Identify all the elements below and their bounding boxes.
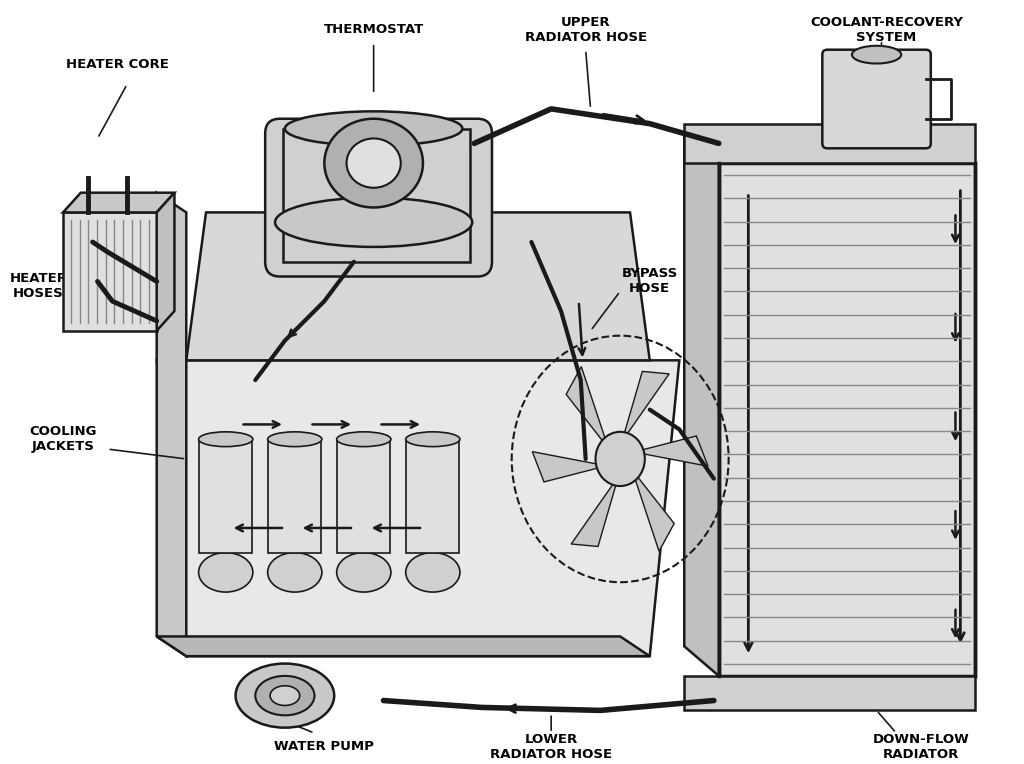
Ellipse shape	[199, 552, 253, 592]
Polygon shape	[719, 163, 975, 676]
Polygon shape	[157, 361, 679, 656]
Polygon shape	[283, 128, 470, 262]
Polygon shape	[268, 439, 322, 552]
Polygon shape	[186, 212, 650, 361]
Ellipse shape	[270, 686, 300, 705]
Text: COOLING
JACKETS: COOLING JACKETS	[30, 426, 97, 453]
Polygon shape	[684, 134, 719, 676]
Ellipse shape	[267, 552, 322, 592]
Polygon shape	[63, 193, 174, 212]
Polygon shape	[632, 470, 674, 552]
Polygon shape	[622, 371, 669, 442]
Ellipse shape	[267, 432, 322, 447]
Text: WATER PUMP: WATER PUMP	[274, 740, 375, 753]
Polygon shape	[157, 636, 650, 656]
Polygon shape	[407, 439, 460, 552]
FancyBboxPatch shape	[265, 118, 492, 277]
FancyBboxPatch shape	[822, 50, 931, 148]
Ellipse shape	[596, 432, 645, 486]
Text: HEATER CORE: HEATER CORE	[66, 58, 169, 71]
Polygon shape	[157, 193, 186, 656]
Polygon shape	[337, 439, 390, 552]
Polygon shape	[566, 367, 608, 448]
Ellipse shape	[406, 552, 460, 592]
Ellipse shape	[285, 112, 463, 146]
Ellipse shape	[406, 432, 460, 447]
Ellipse shape	[275, 198, 472, 247]
Ellipse shape	[236, 664, 334, 727]
Text: LOWER
RADIATOR HOSE: LOWER RADIATOR HOSE	[490, 733, 612, 761]
Polygon shape	[684, 124, 975, 163]
Text: BYPASS
HOSE: BYPASS HOSE	[622, 267, 678, 296]
Ellipse shape	[346, 138, 400, 188]
Ellipse shape	[255, 676, 314, 715]
Polygon shape	[199, 439, 252, 552]
Polygon shape	[571, 477, 618, 546]
Ellipse shape	[337, 552, 391, 592]
Polygon shape	[684, 676, 975, 711]
Polygon shape	[63, 212, 157, 331]
Polygon shape	[157, 193, 174, 331]
Polygon shape	[634, 436, 708, 466]
Text: THERMOSTAT: THERMOSTAT	[324, 24, 424, 37]
Ellipse shape	[852, 46, 901, 63]
Text: DOWN-FLOW
RADIATOR: DOWN-FLOW RADIATOR	[872, 733, 970, 761]
Text: UPPER
RADIATOR HOSE: UPPER RADIATOR HOSE	[524, 16, 647, 44]
Ellipse shape	[199, 432, 253, 447]
Polygon shape	[532, 452, 606, 482]
Ellipse shape	[325, 118, 423, 208]
Ellipse shape	[337, 432, 391, 447]
Text: COOLANT-RECOVERY
SYSTEM: COOLANT-RECOVERY SYSTEM	[810, 16, 963, 44]
Text: HEATER
HOSES: HEATER HOSES	[9, 273, 68, 300]
